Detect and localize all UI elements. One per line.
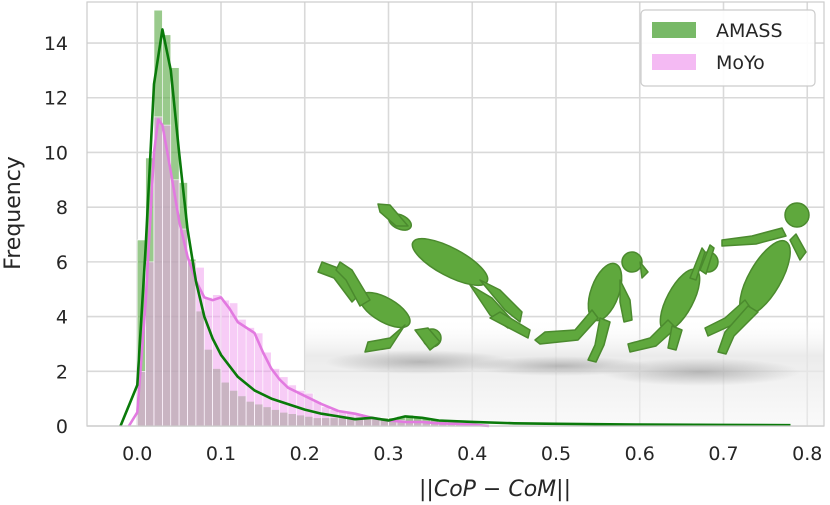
y-tick-labels: 0 2 4 6 8 10 12 14 xyxy=(44,33,68,438)
moyo-bar xyxy=(187,261,197,427)
kde-curves xyxy=(119,28,791,428)
x-tick-labels: 0.0 0.1 0.2 0.3 0.4 0.5 0.6 0.7 0.8 xyxy=(122,443,822,465)
moyo-bar xyxy=(329,409,339,427)
legend-label-amass: AMASS xyxy=(716,20,783,42)
x-tick-label: 0.4 xyxy=(457,443,487,465)
figure-1 xyxy=(317,261,442,353)
falling-figures-illustration xyxy=(305,202,824,426)
x-tick-label: 0.5 xyxy=(541,443,571,465)
moyo-bar xyxy=(237,319,247,427)
plot-frame xyxy=(86,1,825,427)
moyo-kde-curve xyxy=(127,118,490,428)
x-tick-label: 0.6 xyxy=(625,443,655,465)
x-tick-label: 0.1 xyxy=(206,443,236,465)
figure-shadow xyxy=(600,358,800,386)
legend-swatch-amass xyxy=(652,22,696,38)
legend: AMASS MoYo xyxy=(640,9,816,87)
figure-3 xyxy=(534,251,649,363)
moyo-bar xyxy=(212,294,222,427)
amass-kde-curve xyxy=(119,28,791,427)
y-tick-label: 6 xyxy=(56,252,68,274)
y-tick-label: 4 xyxy=(56,307,68,329)
moyo-bar xyxy=(178,228,188,427)
figure-2 xyxy=(377,203,531,339)
x-tick-label: 0.2 xyxy=(290,443,320,465)
legend-label-moyo: MoYo xyxy=(716,52,765,74)
y-tick-label: 14 xyxy=(44,33,68,55)
figure-4 xyxy=(627,244,719,353)
moyo-bar xyxy=(321,406,331,427)
x-tick-label: 0.8 xyxy=(792,443,822,465)
legend-swatch-moyo xyxy=(652,54,696,70)
y-tick-label: 8 xyxy=(56,197,68,219)
y-tick-label: 12 xyxy=(44,88,68,110)
x-tick-label: 0.0 xyxy=(122,443,152,465)
y-axis-label: Frequency xyxy=(1,156,26,270)
x-tick-label: 0.7 xyxy=(708,443,738,465)
y-tick-label: 2 xyxy=(56,361,68,383)
x-axis-label: ||CoP − CoM|| xyxy=(419,477,571,502)
figure-shadow xyxy=(325,350,515,374)
moyo-bar xyxy=(245,327,255,427)
figure-5 xyxy=(704,202,810,355)
y-tick-label: 0 xyxy=(56,416,68,438)
moyo-bar xyxy=(153,116,163,427)
y-tick-label: 10 xyxy=(44,142,68,164)
x-tick-label: 0.3 xyxy=(373,443,403,465)
